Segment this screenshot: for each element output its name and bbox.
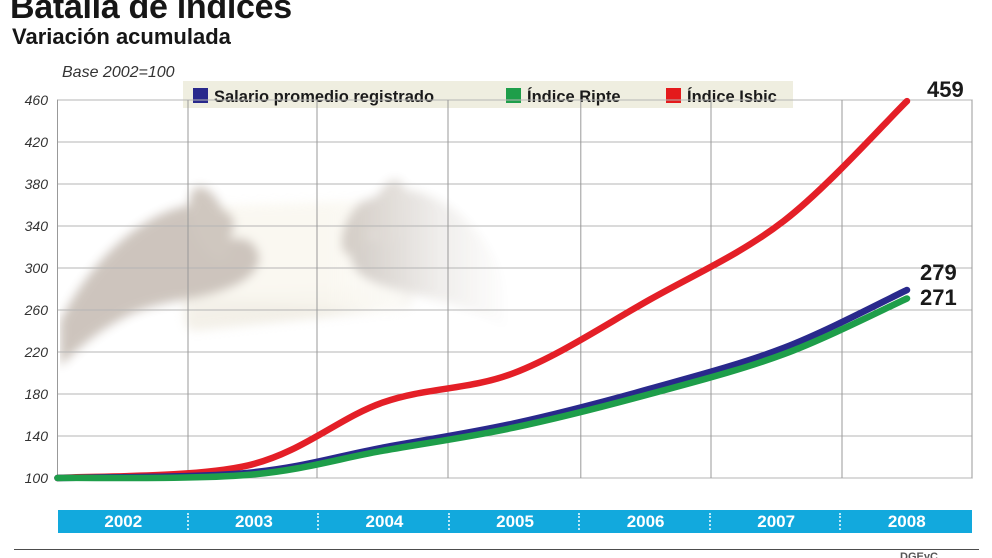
svg-text:460: 460 — [25, 92, 49, 108]
svg-text:279: 279 — [920, 260, 957, 285]
svg-text:140: 140 — [25, 428, 49, 444]
svg-text:300: 300 — [25, 260, 49, 276]
svg-text:459: 459 — [927, 77, 964, 102]
svg-text:271: 271 — [920, 285, 957, 310]
svg-text:220: 220 — [24, 344, 49, 360]
svg-text:420: 420 — [25, 134, 49, 150]
svg-text:260: 260 — [24, 302, 49, 318]
svg-text:340: 340 — [25, 218, 49, 234]
svg-text:380: 380 — [25, 176, 49, 192]
svg-text:180: 180 — [25, 386, 49, 402]
svg-text:100: 100 — [25, 470, 49, 486]
